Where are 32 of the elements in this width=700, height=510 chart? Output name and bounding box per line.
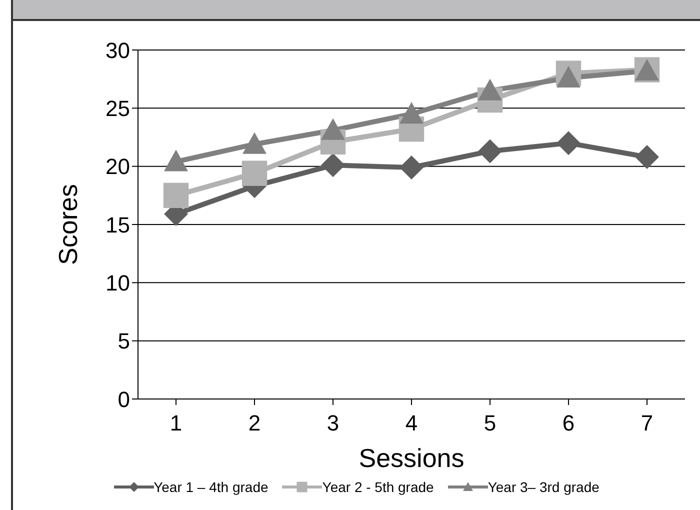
point (321, 118, 345, 140)
point (242, 160, 268, 186)
point (400, 155, 424, 180)
x-tick-label: 6 (562, 410, 575, 436)
point (556, 131, 580, 156)
point (478, 139, 502, 164)
x-tick-label: 2 (248, 410, 261, 436)
x-tick-label: 5 (484, 410, 496, 436)
point (635, 145, 659, 170)
y-tick-label: 10 (106, 270, 130, 296)
point (164, 150, 188, 172)
x-tick-label: 1 (170, 410, 182, 436)
y-tick-label: 25 (106, 96, 130, 121)
y-tick-label: 20 (106, 154, 130, 180)
x-tick-label: 4 (405, 410, 418, 436)
legend-label: Year 3– 3rd grade (488, 479, 600, 495)
y-tick-label: 30 (106, 38, 130, 63)
y-tick-label: 15 (106, 212, 130, 238)
point (478, 78, 502, 100)
legend-label: Year 1 – 4th grade (154, 479, 268, 495)
point (556, 66, 580, 88)
x-tick-label: 7 (640, 410, 654, 436)
point (400, 102, 424, 124)
x-tick-label: 3 (326, 410, 340, 436)
point (163, 182, 189, 208)
point (242, 132, 266, 154)
y-tick-label: 0 (118, 386, 130, 412)
y-axis-title: Scores (53, 184, 84, 265)
x-axis-title: Sessions (358, 443, 464, 473)
point (321, 153, 345, 178)
y-tick-label: 5 (118, 328, 130, 354)
legend-label: Year 2 - 5th grade (322, 479, 434, 495)
